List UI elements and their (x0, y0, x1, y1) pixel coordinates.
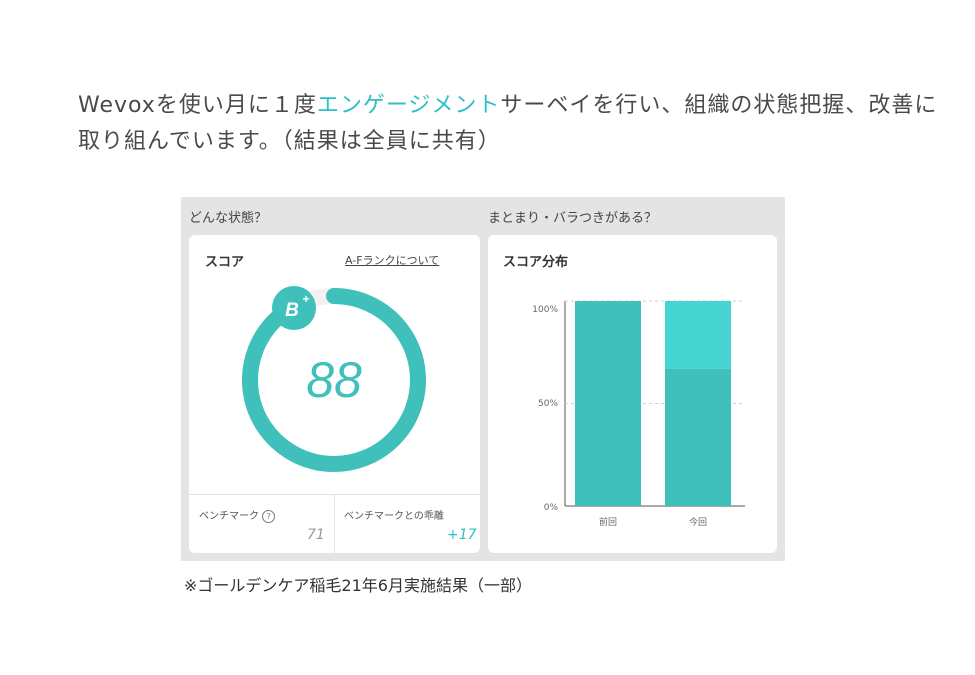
score-gauge: B + 88 (242, 286, 426, 472)
bar-1-series-1 (665, 301, 731, 369)
dashboard-panel: どんな状態？ まとまり・バラつきがある？ スコア A-Fランクについて B + … (181, 197, 785, 561)
rank-badge (272, 286, 316, 330)
benchmark-label-text: ベンチマーク (199, 511, 259, 522)
rank-badge-letter: B (285, 300, 299, 321)
y-tick-100: 100% (532, 305, 558, 315)
bar-1-series-0 (665, 368, 731, 506)
help-icon-glyph: ? (266, 511, 271, 521)
y-tick-0: 0% (543, 503, 558, 513)
score-card: スコア A-Fランクについて B + 88 ベンチマーク ? 71 ベンチマーク… (189, 235, 480, 553)
left-section-label: どんな状態？ (189, 211, 268, 226)
intro-part1: Wevoxを使い月に１度 (78, 93, 317, 118)
distribution-chart (564, 300, 745, 507)
benchmark-label: ベンチマーク ? (199, 507, 276, 523)
category-label-current: 今回 (688, 518, 707, 528)
score-card-title: スコア (205, 255, 245, 270)
benchmark-value: 71 (307, 527, 325, 543)
intro-highlight: エンゲージメント (316, 93, 501, 118)
gap-label: ベンチマークとの乖離 (344, 511, 444, 522)
distribution-card-title: スコア分布 (503, 255, 569, 270)
card-divider-vertical (334, 494, 335, 553)
y-tick-50: 50% (537, 399, 558, 409)
help-icon[interactable]: ? (262, 509, 276, 523)
gauge-arc (242, 288, 426, 472)
rank-info-link[interactable]: A-Fランクについて (345, 254, 440, 267)
intro-text: Wevoxを使い月に１度エンゲージメントサーベイを行い、組織の状態把握、改善に取… (78, 88, 938, 160)
distribution-card: スコア分布 100% 50% 0% 前回 今回 (488, 235, 777, 553)
bar-0-series-0 (575, 301, 641, 506)
score-value: 88 (306, 352, 362, 408)
footnote: ※ゴールデンケア稲毛21年6月実施結果（一部） (184, 576, 532, 595)
category-label-prev: 前回 (598, 518, 617, 528)
intro-part2: サーベイを行い、組織の状態把握、改善に取り組んでいます。（結果は全員に共有） (78, 93, 938, 154)
rank-badge-plus: + (302, 292, 309, 306)
right-section-label: まとまり・バラつきがある？ (488, 211, 658, 226)
gap-value: +17 (447, 527, 477, 543)
